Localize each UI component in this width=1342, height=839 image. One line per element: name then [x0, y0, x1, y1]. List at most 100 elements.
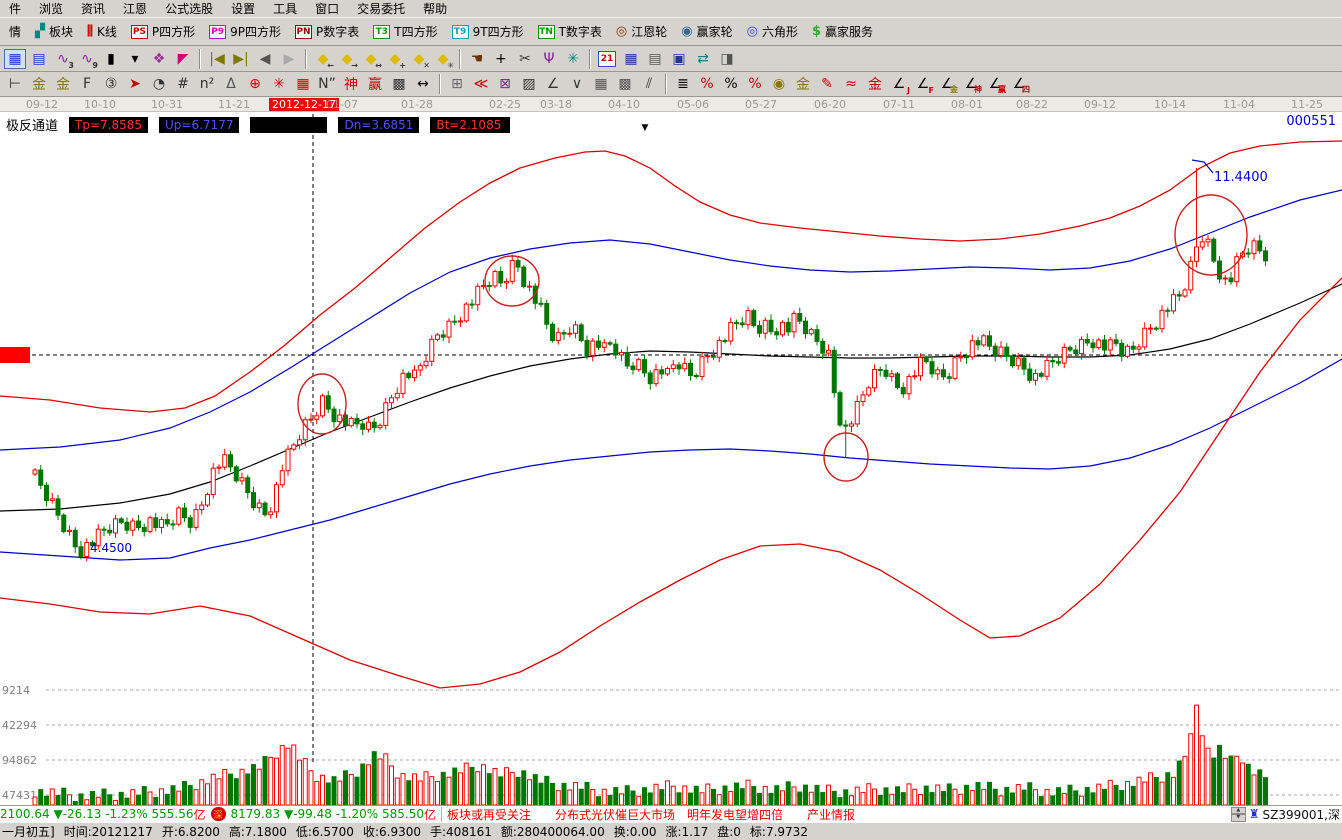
diamond-x-icon[interactable]: ◆ ✕: [413, 50, 430, 70]
f-ruler-icon[interactable]: F: [82, 76, 92, 92]
date-tick-label[interactable]: 11-04: [1223, 98, 1255, 111]
kline-mode-button[interactable]: ⫼ K线: [80, 21, 124, 42]
t-square-button[interactable]: T3 T四方形: [366, 21, 444, 42]
calendar-icon[interactable]: 21: [596, 49, 618, 69]
compass-ruler-icon[interactable]: ◔: [152, 76, 166, 92]
gold-band-icon[interactable]: 金: [868, 77, 882, 93]
menu-item-2[interactable]: 资讯: [81, 2, 106, 16]
date-tick-label[interactable]: 04-10: [608, 98, 640, 111]
ying-angle-icon[interactable]: ∠ 赢: [988, 76, 1006, 94]
date-tick-label[interactable]: 07-11: [883, 98, 915, 111]
menu-item-4[interactable]: 公式选股: [165, 2, 214, 16]
wave3-chart-icon[interactable]: ∿ 3: [57, 50, 74, 70]
ying-ruler-icon[interactable]: 赢: [368, 77, 382, 93]
ruler-clip-icon[interactable]: ⊢: [8, 76, 22, 92]
shen-ruler-icon[interactable]: 神: [344, 77, 358, 93]
notepad-icon[interactable]: ▤: [648, 50, 662, 67]
first-bar-icon[interactable]: |◀: [209, 50, 225, 67]
tick-ruler-icon[interactable]: #: [177, 76, 189, 92]
f-angle-icon[interactable]: ∠ F: [916, 76, 934, 95]
grid-a-icon[interactable]: ▦: [594, 76, 608, 92]
selected-date-label[interactable]: 2012-12-17: [269, 98, 339, 111]
date-tick-label[interactable]: 06-20: [814, 98, 846, 111]
hexagon-button[interactable]: ◎ 六角形: [740, 21, 805, 42]
t-digit-table-button[interactable]: TN T数字表: [531, 21, 609, 42]
workstation-icon[interactable]: ◨: [720, 50, 734, 67]
n2-ruler-icon[interactable]: n²: [199, 76, 215, 92]
arrow-ruler-icon[interactable]: ↔: [417, 76, 429, 92]
color-chart-icon[interactable]: ◤: [177, 50, 189, 67]
v-lines-icon[interactable]: ∨: [571, 76, 583, 92]
date-tick-label[interactable]: 08-01: [951, 98, 983, 111]
calculator-icon[interactable]: ▦: [624, 50, 638, 67]
spiral-ruler-icon[interactable]: ③: [104, 76, 118, 92]
menu-item-7[interactable]: 窗口: [315, 2, 340, 16]
ray-fan-icon[interactable]: ≪: [473, 76, 489, 92]
grid123-icon[interactable]: ▩: [392, 76, 406, 92]
rocket-ruler-icon[interactable]: ➤: [129, 76, 141, 92]
menu-item-8[interactable]: 交易委托: [357, 2, 406, 16]
quote-list-icon[interactable]: ▤: [32, 50, 46, 67]
network-icon[interactable]: ⇄: [697, 50, 709, 67]
blocks-mode-button[interactable]: ▞ 板块: [28, 21, 80, 42]
gann-wheel-button[interactable]: ◎ 江恩轮: [609, 21, 674, 42]
percent-line-icon[interactable]: %: [700, 76, 714, 92]
menu-item-3[interactable]: 江恩: [123, 2, 148, 16]
hand-tool-icon[interactable]: ☚: [470, 50, 484, 67]
diamond-star-icon[interactable]: ◆ ✳: [437, 50, 454, 70]
mirror-angle-icon[interactable]: Δ: [226, 76, 236, 92]
si-angle-icon[interactable]: ∠ 四: [1012, 76, 1030, 94]
t9-square-button[interactable]: T9 9T四方形: [445, 21, 531, 42]
p9-square-button[interactable]: P9 9P四方形: [202, 21, 288, 42]
angle-lines-icon[interactable]: ∠: [546, 76, 560, 92]
shen-angle-icon[interactable]: ∠ 神: [964, 76, 982, 94]
diamond-both-icon[interactable]: ◆ ↔: [365, 50, 382, 70]
menu-item-1[interactable]: 浏览: [39, 2, 64, 16]
diamond-cross-icon[interactable]: ◆ +: [389, 50, 406, 70]
menu-item-9[interactable]: 帮助: [423, 2, 448, 16]
date-tick-label[interactable]: 08-22: [1016, 98, 1048, 111]
date-tick-label[interactable]: 03-18: [540, 98, 572, 111]
date-tick-label[interactable]: 10-31: [151, 98, 183, 111]
gold-circle-icon[interactable]: ◉: [772, 76, 786, 92]
date-tick-label[interactable]: 01-07: [326, 98, 358, 111]
prev-bar-icon[interactable]: ◀: [259, 50, 271, 67]
menu-item-0[interactable]: 件: [9, 2, 22, 16]
percent-icon[interactable]: %: [724, 76, 738, 92]
date-tick-label[interactable]: 01-28: [401, 98, 433, 111]
news-ticker[interactable]: 板块或再受关注 分布式光伏催巨大市场 明年发电望增四倍 产业情报: [447, 807, 856, 822]
menu-item-6[interactable]: 工具: [273, 2, 298, 16]
date-tick-label[interactable]: 05-06: [677, 98, 709, 111]
j-angle-icon[interactable]: ∠ J: [892, 76, 910, 95]
candle-dropdown-icon[interactable]: ▾: [131, 50, 139, 67]
gold-line-icon[interactable]: 金: [796, 77, 810, 93]
dark-fan-icon[interactable]: ▨: [522, 76, 536, 92]
kline-chart[interactable]: 9214 42294 94862 47431 11.4400 4.4500 000551 ▼: [0, 112, 1342, 806]
stamp-icon[interactable]: ❖: [152, 50, 166, 67]
date-tick-label[interactable]: 11-25: [1291, 98, 1323, 111]
chart-area[interactable]: 9214 42294 94862 47431 11.4400 4.4500 000551 ▼ …: [0, 112, 1342, 806]
save-icon[interactable]: ▣: [672, 50, 686, 67]
date-tick-label[interactable]: 11-21: [218, 98, 250, 111]
star-grid-icon[interactable]: ✳: [273, 76, 285, 92]
parallel-lines-icon[interactable]: ⫽: [645, 76, 653, 92]
date-tick-label[interactable]: 10-10: [84, 98, 116, 111]
date-tick-label[interactable]: 02-25: [489, 98, 521, 111]
crosshair-tool-icon[interactable]: +: [495, 50, 507, 67]
date-tick-label[interactable]: 09-12: [1084, 98, 1116, 111]
winner-service-button[interactable]: $ 赢家服务: [805, 21, 880, 42]
grid-b-icon[interactable]: ▩: [618, 76, 632, 92]
shape-tool-icon[interactable]: Ψ: [543, 50, 555, 67]
date-tick-label[interactable]: 09-12: [26, 98, 58, 111]
k-mark-icon[interactable]: N”: [318, 76, 336, 92]
percent-zone-icon[interactable]: %: [748, 76, 762, 92]
date-tick-label[interactable]: 05-27: [745, 98, 777, 111]
gold-ruler-icon[interactable]: 金: [32, 77, 46, 93]
diamond-right-icon[interactable]: ◆ →: [341, 50, 358, 70]
scroll-position-marker[interactable]: ▼: [642, 123, 649, 133]
pen-marker-icon[interactable]: ✎: [821, 76, 833, 92]
ticker-scroll-down-icon[interactable]: ▼: [1230, 814, 1246, 822]
ticker-spinner[interactable]: ▲ ▼: [1230, 806, 1246, 822]
winner-wheel-button[interactable]: ◉ 赢家轮: [674, 21, 739, 42]
date-tick-label[interactable]: 10-14: [1154, 98, 1186, 111]
